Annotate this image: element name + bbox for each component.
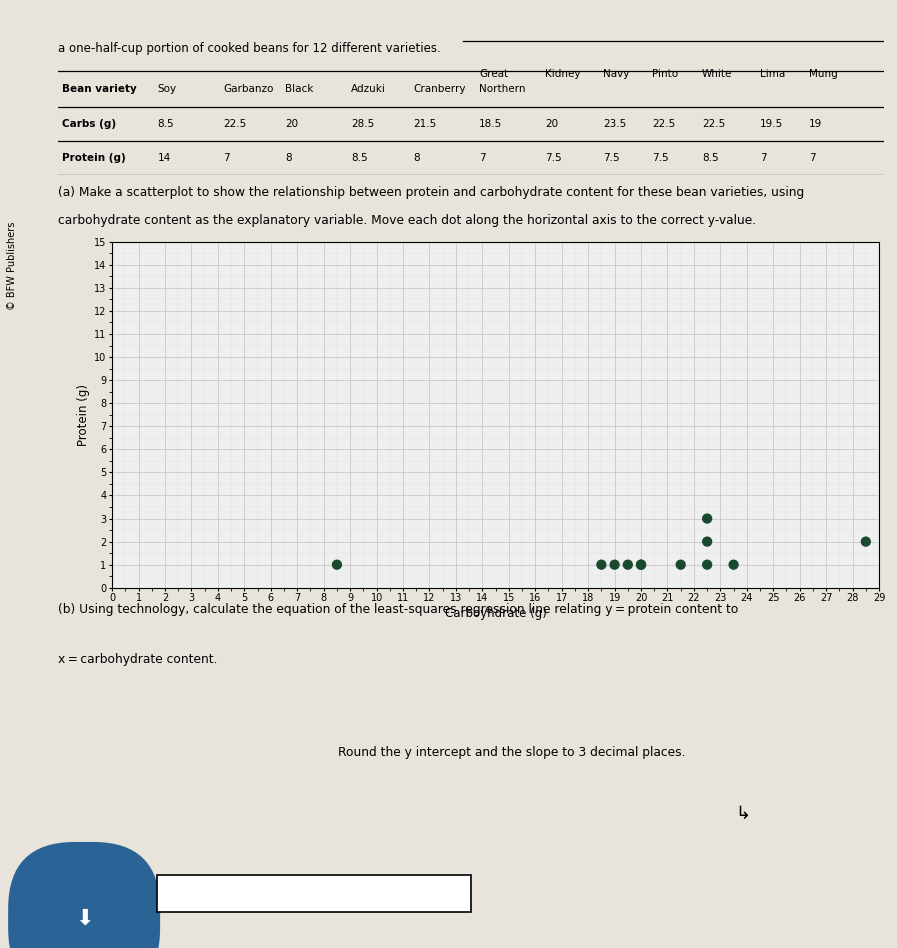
Text: 20: 20 — [285, 118, 299, 129]
Point — [607, 557, 622, 573]
Point — [594, 557, 608, 573]
Text: Pinto: Pinto — [652, 68, 679, 79]
Text: Adzuki: Adzuki — [352, 83, 386, 94]
Text: 7: 7 — [760, 154, 766, 163]
Text: 8.5: 8.5 — [702, 154, 718, 163]
Text: 8.5: 8.5 — [157, 118, 174, 129]
Point — [858, 534, 873, 549]
Text: © BFW Publishers: © BFW Publishers — [7, 221, 17, 310]
Text: White: White — [702, 68, 732, 79]
Text: Cranberry: Cranberry — [414, 83, 466, 94]
Point — [330, 557, 344, 573]
Text: Bean variety: Bean variety — [63, 83, 137, 94]
Text: 7.5: 7.5 — [545, 154, 562, 163]
Text: 8: 8 — [414, 154, 420, 163]
Point — [700, 534, 714, 549]
Text: 22.5: 22.5 — [223, 118, 247, 129]
Text: carbohydrate content as the explanatory variable. Move each dot along the horizo: carbohydrate content as the explanatory … — [58, 213, 756, 227]
Text: 7: 7 — [479, 154, 486, 163]
Text: 19.5: 19.5 — [760, 118, 783, 129]
Point — [634, 557, 649, 573]
Text: Soy: Soy — [157, 83, 177, 94]
Text: 20: 20 — [545, 118, 558, 129]
Text: ŷ =: ŷ = — [91, 884, 118, 900]
Text: 8: 8 — [285, 154, 292, 163]
Text: 7: 7 — [223, 154, 230, 163]
Text: Lima: Lima — [760, 68, 785, 79]
Text: 14: 14 — [157, 154, 170, 163]
Text: 21.5: 21.5 — [414, 118, 437, 129]
Point — [727, 557, 741, 573]
Point — [700, 511, 714, 526]
Text: Northern: Northern — [479, 83, 526, 94]
Text: 23.5: 23.5 — [603, 118, 626, 129]
Text: Round the y intercept and the slope to 3 decimal places.: Round the y intercept and the slope to 3… — [338, 745, 686, 758]
Text: 18.5: 18.5 — [479, 118, 502, 129]
Text: Carbs (g): Carbs (g) — [63, 118, 117, 129]
Text: Great: Great — [479, 68, 509, 79]
Text: 7: 7 — [809, 154, 816, 163]
FancyBboxPatch shape — [157, 875, 471, 912]
Text: (a) Make a scatterplot to show the relationship between protein and carbohydrate: (a) Make a scatterplot to show the relat… — [58, 186, 805, 199]
Text: (b) Using technology, calculate the equation of the least-squares regression lin: (b) Using technology, calculate the equa… — [58, 604, 739, 616]
Text: Navy: Navy — [603, 68, 630, 79]
Point — [621, 557, 635, 573]
Text: ↳: ↳ — [735, 806, 750, 823]
Text: Mung: Mung — [809, 68, 838, 79]
Text: Black: Black — [285, 83, 314, 94]
Text: a one-half-cup portion of cooked beans for 12 different varieties.: a one-half-cup portion of cooked beans f… — [58, 42, 441, 55]
Text: x = carbohydrate content.: x = carbohydrate content. — [58, 652, 218, 665]
Text: 19: 19 — [809, 118, 823, 129]
Y-axis label: Protein (g): Protein (g) — [77, 384, 90, 446]
Text: Kidney: Kidney — [545, 68, 580, 79]
Text: 7.5: 7.5 — [652, 154, 669, 163]
Text: 28.5: 28.5 — [352, 118, 375, 129]
Point — [700, 557, 714, 573]
Text: 8.5: 8.5 — [352, 154, 368, 163]
X-axis label: Carboyhdrate (g): Carboyhdrate (g) — [445, 608, 546, 621]
Text: ⬇: ⬇ — [74, 908, 93, 929]
Text: 22.5: 22.5 — [702, 118, 726, 129]
Text: Garbanzo: Garbanzo — [223, 83, 274, 94]
Text: Protein (g): Protein (g) — [63, 154, 126, 163]
Text: 22.5: 22.5 — [652, 118, 675, 129]
Text: 7.5: 7.5 — [603, 154, 620, 163]
Point — [634, 557, 649, 573]
Point — [674, 557, 688, 573]
